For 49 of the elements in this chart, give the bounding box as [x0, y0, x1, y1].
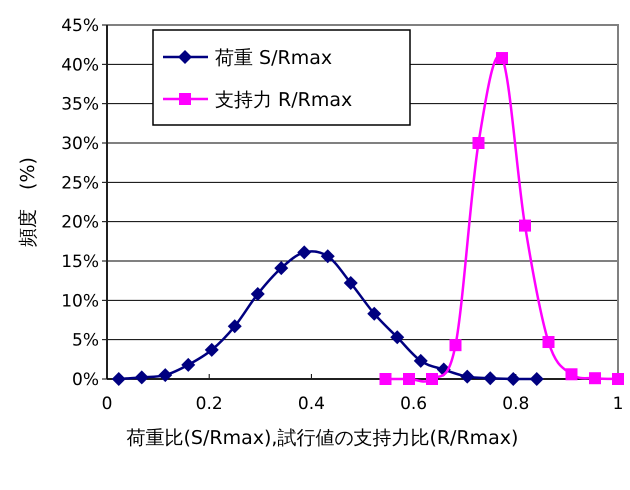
x-tick-label: 0.8	[502, 394, 530, 414]
point	[390, 330, 404, 344]
y-tick-label: 45%	[61, 16, 99, 36]
point	[204, 342, 219, 357]
y-tick-label: 30%	[61, 134, 99, 154]
point	[403, 373, 415, 385]
point	[250, 287, 265, 302]
point	[589, 372, 602, 384]
y-tick-label: 5%	[72, 330, 99, 351]
point	[181, 358, 196, 372]
point	[496, 52, 508, 64]
point	[612, 373, 624, 385]
y-tick-label: 25%	[61, 173, 99, 194]
point	[506, 372, 520, 386]
point	[367, 306, 382, 321]
y-tick-label: 20%	[61, 212, 99, 233]
point	[426, 373, 438, 385]
point	[530, 372, 544, 386]
point	[542, 336, 555, 348]
x-tick-label: 1	[612, 394, 624, 414]
point	[320, 249, 335, 264]
point	[519, 220, 531, 232]
point	[472, 137, 484, 149]
x-tick-label: 0.2	[196, 394, 223, 414]
point	[379, 373, 392, 385]
y-tick-label: 40%	[61, 55, 99, 76]
y-tick-label: 35%	[61, 94, 99, 115]
y-tick-label: 15%	[61, 252, 99, 272]
point	[414, 354, 428, 368]
point	[297, 245, 312, 260]
point	[450, 339, 462, 352]
y-tick-label: 10%	[61, 291, 99, 312]
point	[460, 370, 474, 384]
x-tick-label: 0	[102, 394, 112, 414]
x-tick-label: 0.6	[400, 394, 428, 414]
x-tick-label: 0.4	[298, 394, 325, 414]
point	[112, 372, 126, 386]
point	[566, 368, 578, 380]
x-axis-title: 荷重比(S/Rmax),試行値の支持力比(R/Rmax)	[126, 427, 518, 449]
legend-label: 荷重 S/Rmax	[215, 47, 332, 69]
point	[134, 370, 149, 384]
y-tick-label: 0%	[72, 370, 99, 390]
point	[483, 371, 498, 386]
legend-label: 支持力 R/Rmax	[215, 89, 352, 111]
point	[274, 261, 288, 276]
point	[344, 276, 358, 290]
y-axis-title: 頻度 (%)	[17, 157, 39, 247]
point	[158, 368, 172, 382]
point	[228, 319, 242, 334]
